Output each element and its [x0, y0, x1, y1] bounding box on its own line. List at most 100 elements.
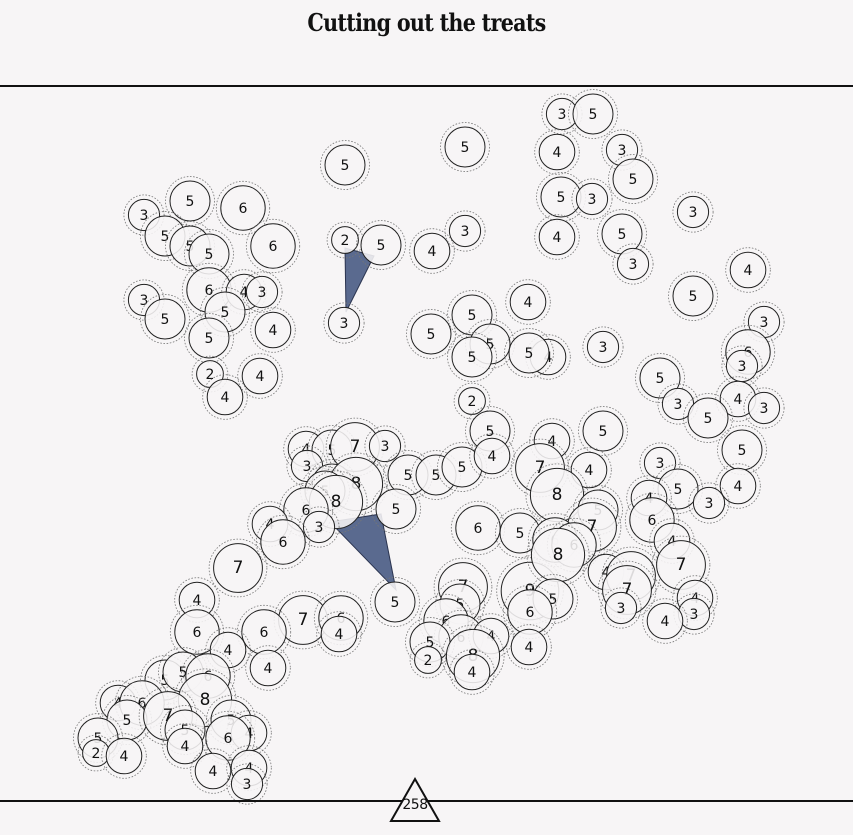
bubble-node: 5	[717, 425, 767, 475]
bubble-circle	[241, 357, 279, 395]
bubble-node: 5	[370, 577, 420, 627]
bubble-node: 3	[364, 425, 406, 467]
bubble-halo	[635, 353, 685, 403]
bubble-value-label: 4	[335, 627, 344, 643]
bubble-circle	[220, 185, 266, 231]
bubble-value-label: 3	[629, 257, 638, 273]
bubble-halo	[717, 425, 767, 475]
bubble-value-label: 4	[734, 479, 743, 495]
bubble-halo	[449, 649, 495, 695]
bubble-value-label: 3	[738, 359, 747, 375]
bubble-value-label: 5	[427, 327, 436, 343]
bubble-node: 4	[534, 129, 580, 175]
bubble-circle	[448, 214, 482, 248]
bubble-value-label: 2	[468, 394, 477, 410]
bubble-value-label: 5	[161, 229, 170, 245]
bubble-node: 3	[600, 587, 642, 629]
bubble-halo	[364, 425, 406, 467]
bubble-node: 4	[566, 447, 612, 493]
bubble-value-label: 5	[486, 337, 495, 353]
bubble-value-label: 3	[558, 107, 567, 123]
bubble-circle	[729, 251, 767, 289]
bubble-value-label: 5	[557, 190, 566, 206]
bubble-value-label: 6	[224, 731, 233, 747]
bubble-value-label: 4	[744, 263, 753, 279]
bubble-node: 4	[202, 374, 248, 420]
bubble-value-label: 8	[200, 690, 211, 710]
bubble-circle	[692, 486, 726, 520]
bubble-value-label: 3	[140, 293, 149, 309]
bubble-halo	[525, 334, 571, 380]
bubble-value-label: 5	[161, 312, 170, 328]
bubble-halo	[626, 475, 672, 521]
bubble-halo	[743, 301, 785, 343]
bubble-halo	[447, 332, 497, 382]
bubble-halo	[226, 763, 268, 805]
bubble-circle	[639, 357, 681, 399]
bubble-value-label: 2	[206, 367, 215, 383]
bubble-circle	[166, 727, 204, 765]
bubble-halo	[578, 406, 628, 456]
bubble-circle	[368, 429, 402, 463]
bubble-node: 2	[409, 641, 447, 679]
bubble-node: 3	[743, 387, 785, 429]
bubble-value-label: 4	[181, 739, 190, 755]
bubble-halo	[639, 442, 681, 484]
bubble-halo	[668, 271, 718, 321]
bubble-value-label: 5	[432, 468, 441, 484]
bubble-halo	[162, 723, 208, 769]
bubble-value-label: 4	[661, 614, 670, 630]
bubble-value-label: 5	[468, 350, 477, 366]
bubble-value-label: 7	[676, 555, 687, 575]
bubble-value-label: 6	[526, 605, 535, 621]
bubble-node: 4	[316, 611, 362, 657]
bubble-node: 5	[320, 140, 370, 190]
bubble-circle	[676, 195, 710, 229]
bubble-circle	[375, 488, 417, 530]
bubble-value-label: 5	[123, 713, 132, 729]
bubble-circle	[188, 317, 230, 359]
marker-label: 258	[402, 797, 428, 813]
bubble-circle	[245, 275, 279, 309]
bubble-value-label: 5	[341, 158, 350, 174]
bubble-halo	[725, 247, 771, 293]
bubble-circle	[508, 332, 550, 374]
bubble-circle	[604, 591, 638, 625]
bubble-circle	[453, 653, 491, 691]
bubble-value-label: 5	[186, 194, 195, 210]
bubble-circle	[612, 158, 654, 200]
bubble-node: 3	[298, 506, 340, 548]
bubble-halo	[406, 309, 456, 359]
bubble-halo	[715, 463, 761, 509]
bubble-node: 4	[409, 228, 455, 274]
bubble-circle	[451, 336, 493, 378]
bubble-value-label: 6	[474, 521, 483, 537]
bubble-node: 5	[683, 393, 733, 443]
bubble-value-label: 4	[256, 369, 265, 385]
bubble-circle	[510, 628, 548, 666]
bubble-halo	[191, 355, 229, 393]
bubble-value-label: 3	[705, 496, 714, 512]
bubble-halo	[600, 587, 642, 629]
bubble-halo	[529, 418, 575, 464]
bubble-node: 6	[450, 500, 506, 556]
bubble-halo	[673, 593, 715, 635]
bubble-halo	[624, 492, 680, 548]
bubble-node: 5	[578, 406, 628, 456]
bubble-circle	[572, 93, 614, 135]
bubble-circle	[538, 133, 576, 171]
bubble-value-label: 5	[656, 371, 665, 387]
bubble-halo	[582, 326, 624, 368]
bubble-value-label: 5	[516, 526, 525, 542]
bubble-value-label: 7	[163, 706, 174, 726]
bubble-node: 5	[447, 332, 497, 382]
bubble-circle	[213, 543, 263, 593]
bubble-circle	[586, 330, 620, 364]
bubble-circle	[413, 232, 451, 270]
bubble-value-label: 4	[428, 244, 437, 260]
bubble-node: 4	[245, 645, 291, 691]
highlight-link-0	[344, 247, 375, 313]
bubble-value-label: 2	[341, 233, 350, 249]
bubble-circle	[410, 313, 452, 355]
bubble-node: 3	[601, 129, 643, 171]
